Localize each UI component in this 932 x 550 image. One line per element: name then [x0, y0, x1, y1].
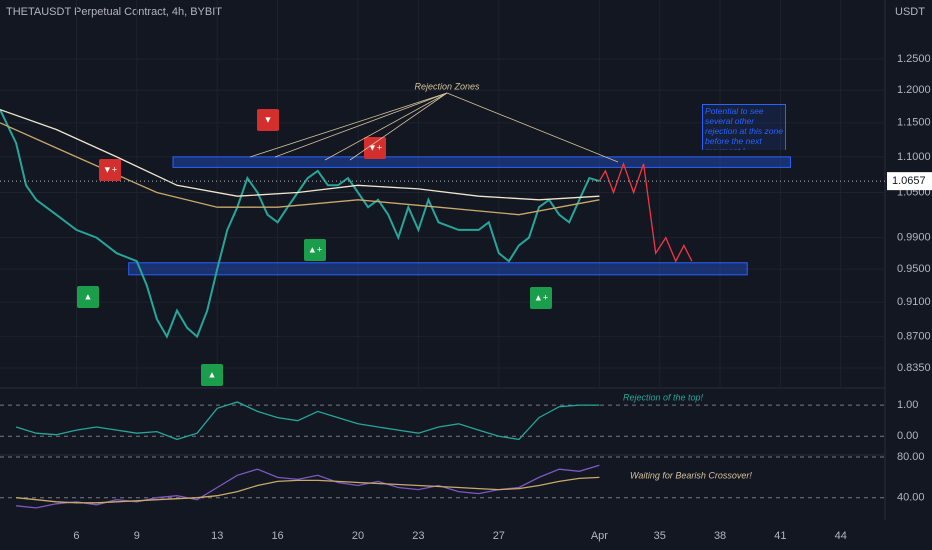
- x-tick-label: 27: [493, 530, 505, 542]
- signal-label: ▼: [264, 114, 273, 124]
- y-tick-label: 1.2000: [897, 84, 931, 96]
- signal-badge: [364, 137, 386, 159]
- signal-label: ▲: [84, 291, 93, 301]
- signal-badge: [304, 239, 326, 261]
- annotation-arrow: [349, 92, 448, 161]
- annotation-arrow: [249, 92, 448, 158]
- signal-badge: [530, 287, 552, 309]
- note-box: Potential to see several other rejection…: [702, 104, 786, 150]
- last-price-box: [887, 172, 932, 191]
- y-tick-label: 40.00: [897, 492, 925, 504]
- signal-label: ▼+: [368, 142, 382, 152]
- signal-label: ▼+: [103, 164, 117, 174]
- y-tick-label: 1.1500: [897, 117, 931, 129]
- currency: USDT: [895, 6, 925, 18]
- x-tick-label: 41: [774, 530, 786, 542]
- x-tick-label: 38: [714, 530, 726, 542]
- series-line: [15, 401, 600, 441]
- annotation: Waiting for Bearish Crossover!: [630, 470, 752, 480]
- y-tick-label: 80.00: [897, 451, 925, 463]
- series-line: [0, 108, 600, 201]
- last-price-label: 1.0657: [892, 175, 926, 187]
- rejection-zone: [172, 156, 791, 168]
- annotation-arrow: [446, 92, 619, 163]
- pane: [0, 456, 885, 509]
- series-line: [598, 161, 693, 263]
- y-tick-label: 0.8700: [897, 330, 931, 342]
- x-tick-label: 9: [134, 530, 140, 542]
- signal-badge: [99, 159, 121, 181]
- y-tick-label: 1.00: [897, 399, 918, 411]
- annotation: Rejection of the top!: [623, 392, 704, 402]
- annotation: Rejection Zones: [414, 81, 480, 91]
- x-tick-label: 16: [271, 530, 283, 542]
- pane: [0, 0, 885, 388]
- signal-label: ▲+: [534, 292, 548, 302]
- annotation-arrow: [274, 92, 448, 158]
- rejection-zone: [128, 262, 748, 276]
- x-tick-label: 44: [835, 530, 847, 542]
- x-tick-label: 35: [654, 530, 666, 542]
- series-line: [16, 476, 600, 504]
- x-tick-label: 6: [73, 530, 79, 542]
- signal-badge: [201, 364, 223, 386]
- x-tick-label: 20: [352, 530, 364, 542]
- signal-badge: [257, 109, 279, 131]
- y-tick-label: 1.1000: [897, 151, 931, 163]
- y-tick-label: 0.9500: [897, 263, 931, 275]
- y-tick-label: 1.2500: [897, 53, 931, 65]
- x-tick-label: 23: [412, 530, 424, 542]
- pane: [0, 401, 885, 441]
- annotation-arrow: [324, 92, 448, 161]
- note-text: Potential to see several other rejection…: [702, 104, 786, 150]
- signal-label: ▲+: [308, 244, 322, 254]
- y-tick-label: 0.8350: [897, 362, 931, 374]
- x-tick-label: 13: [211, 530, 223, 542]
- y-tick-label: 0.9900: [897, 231, 931, 243]
- signal-badge: [77, 286, 99, 308]
- x-tick-label: Apr: [591, 530, 608, 542]
- series-line: [0, 109, 600, 339]
- chart-title: THETAUSDT Perpetual Contract, 4h, BYBIT: [6, 6, 222, 18]
- y-tick-label: 0.00: [897, 430, 918, 442]
- signal-label: ▲: [208, 369, 217, 379]
- y-tick-label: 0.9100: [897, 296, 931, 308]
